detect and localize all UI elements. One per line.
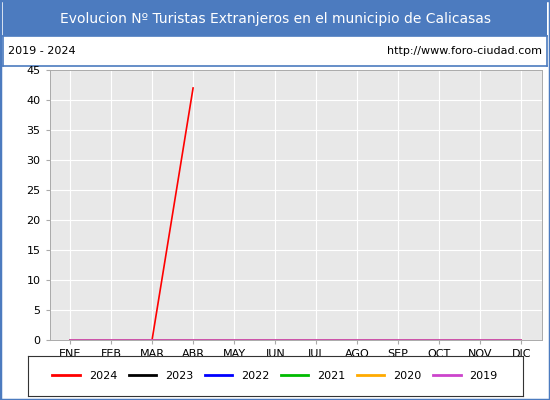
Legend: 2024, 2023, 2022, 2021, 2020, 2019: 2024, 2023, 2022, 2021, 2020, 2019 [48,366,502,386]
Text: Evolucion Nº Turistas Extranjeros en el municipio de Calicasas: Evolucion Nº Turistas Extranjeros en el … [59,12,491,26]
Text: http://www.foro-ciudad.com: http://www.foro-ciudad.com [387,46,542,56]
Text: 2019 - 2024: 2019 - 2024 [8,46,76,56]
